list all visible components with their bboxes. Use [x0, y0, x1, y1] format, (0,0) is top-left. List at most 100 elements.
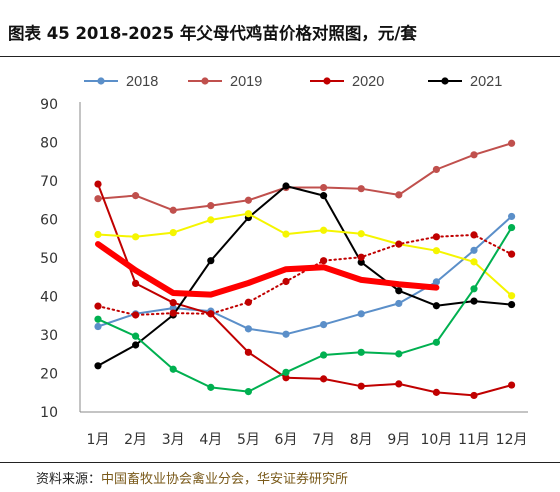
data-point — [432, 302, 440, 310]
legend-label-2019: 2019 — [230, 74, 262, 90]
x-tick-label: 3月 — [162, 432, 185, 448]
data-point — [94, 230, 102, 239]
y-tick-label: 30 — [40, 328, 58, 344]
data-point — [94, 180, 102, 188]
legend-label-2021: 2021 — [470, 74, 502, 90]
y-tick-label: 70 — [40, 174, 58, 190]
data-point — [320, 375, 328, 383]
data-point — [508, 212, 516, 221]
series-2019-line — [97, 142, 513, 212]
data-point — [432, 165, 440, 174]
data-point — [320, 192, 328, 200]
data-point — [395, 287, 403, 295]
data-point — [207, 310, 215, 318]
data-point — [357, 230, 365, 238]
data-point — [357, 348, 365, 356]
data-point — [508, 250, 516, 258]
y-tick-label: 50 — [40, 251, 58, 267]
source-label: 资料来源： — [36, 472, 102, 487]
data-point — [320, 257, 328, 265]
data-point — [395, 240, 403, 248]
data-point — [282, 368, 290, 376]
chart-title: 图表 45 2018-2025 年父母代鸡苗价格对照图，元/套 — [8, 24, 417, 43]
data-point — [282, 374, 290, 382]
source-divider — [0, 462, 560, 463]
data-point — [282, 330, 290, 338]
data-point — [169, 309, 177, 317]
source-text: 中国畜牧业协会禽业分会，华安证券研究所 — [101, 472, 349, 487]
data-point — [508, 300, 516, 309]
data-point — [470, 391, 478, 400]
x-tick-label: 1月 — [87, 432, 110, 448]
data-point — [470, 258, 478, 266]
data-point — [169, 299, 177, 307]
y-tick-label: 20 — [40, 367, 58, 383]
data-point — [508, 139, 516, 147]
data-point — [169, 206, 177, 214]
data-point — [282, 230, 290, 238]
data-point — [470, 231, 478, 239]
legend-marker-2018 — [97, 77, 105, 85]
data-point — [244, 196, 252, 204]
data-point — [320, 321, 328, 329]
data-point — [357, 382, 365, 390]
data-point — [132, 279, 140, 288]
data-point — [432, 247, 440, 255]
x-tick-label: 7月 — [312, 432, 335, 448]
data-point — [244, 325, 252, 333]
data-point — [470, 297, 478, 305]
y-tick-label: 80 — [40, 136, 58, 152]
data-point — [132, 341, 140, 349]
data-point — [94, 362, 102, 370]
data-point — [432, 233, 440, 241]
data-point — [395, 299, 403, 308]
data-point — [320, 226, 328, 234]
data-point — [470, 151, 478, 159]
x-tick-label: 11月 — [458, 432, 490, 448]
data-point — [169, 228, 177, 237]
data-point — [395, 191, 403, 199]
series-2021-line — [97, 185, 513, 367]
series-8-line — [95, 241, 440, 298]
data-point — [94, 302, 102, 310]
x-tick-label: 12月 — [496, 432, 528, 448]
data-point — [132, 233, 140, 241]
x-tick-label: 8月 — [350, 432, 373, 448]
legend-marker-2020 — [323, 77, 331, 85]
y-tick-label: 90 — [40, 97, 58, 113]
data-point — [132, 192, 140, 200]
series-2018-line — [97, 215, 513, 336]
data-point — [282, 182, 290, 190]
series-5-line — [97, 212, 513, 297]
data-point — [94, 315, 102, 323]
data-point — [132, 311, 140, 319]
legend-marker-2019 — [201, 77, 209, 85]
series-6-line — [97, 226, 513, 393]
data-point — [357, 258, 365, 266]
data-point — [432, 388, 440, 396]
data-point — [508, 223, 516, 232]
data-point — [94, 322, 102, 331]
series-7-line — [97, 233, 513, 316]
data-point — [207, 202, 215, 210]
data-point — [244, 210, 252, 218]
legend-marker-2021 — [441, 77, 449, 85]
data-point — [244, 387, 252, 396]
y-tick-label: 40 — [40, 290, 58, 306]
y-tick-label: 10 — [40, 405, 58, 421]
data-point — [207, 257, 215, 265]
x-tick-label: 2月 — [124, 432, 147, 448]
data-point — [357, 310, 365, 318]
data-point — [207, 383, 215, 391]
data-point — [244, 348, 252, 356]
data-point — [320, 351, 328, 359]
data-point — [432, 278, 440, 286]
data-point — [207, 216, 215, 224]
data-point — [432, 338, 440, 346]
data-point — [470, 246, 478, 254]
data-point — [357, 253, 365, 261]
data-point — [169, 365, 177, 373]
title-divider — [0, 56, 560, 57]
data-point — [132, 332, 140, 340]
